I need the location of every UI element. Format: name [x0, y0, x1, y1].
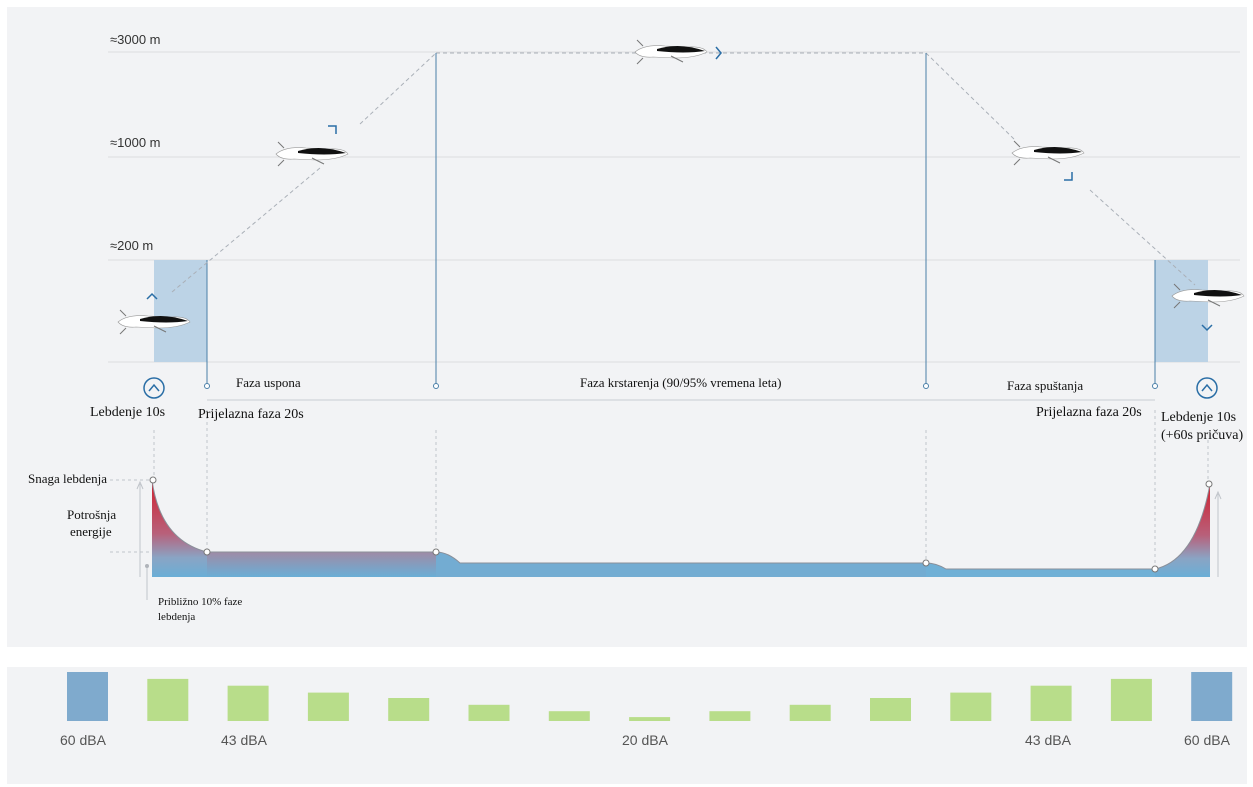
noise-bar [388, 698, 430, 721]
cruise-chevron-icon [715, 46, 722, 60]
energy-node-3 [432, 548, 440, 556]
noise-label-left-60: 60 dBA [60, 732, 106, 748]
noise-bar [147, 678, 189, 721]
noise-label-right-60: 60 dBA [1184, 732, 1230, 748]
phase-label-transition-start: Prijelazna faza 20s [198, 407, 304, 422]
noise-bar [709, 711, 751, 721]
energy-note-1: Približno 10% faze [158, 596, 243, 608]
noise-bar [1191, 672, 1233, 721]
descent-corner-icon [1064, 172, 1073, 181]
noise-bar [548, 711, 590, 721]
phase-label-cruise: Faza krstarenja (90/95% vremena leta) [580, 375, 782, 390]
noise-bar [870, 698, 911, 721]
climb-chevron-icon [146, 292, 158, 300]
phase-node-1 [204, 383, 210, 389]
altitude-label-3000: ≈3000 m [110, 32, 161, 47]
noise-bar [1030, 685, 1072, 721]
aircraft-icon-descent [1011, 140, 1085, 166]
phase-label-transition-end: Prijelazna faza 20s [1036, 405, 1142, 420]
phase-label-hover-end-reserve: (+60s pričuva) [1161, 428, 1244, 443]
energy-label-consumption-1: Potrošnja [67, 507, 117, 522]
flight-path-descent [925, 52, 1196, 286]
energy-area-climb [207, 552, 436, 577]
flight-path-climb [171, 52, 437, 293]
noise-label-right-43: 43 dBA [1025, 732, 1071, 748]
energy-label-consumption-2: energije [70, 524, 112, 539]
noise-bars [67, 672, 1233, 721]
energy-note-dot [145, 564, 149, 568]
noise-label-left-43: 43 dBA [221, 732, 267, 748]
aircraft-icon-cruise [634, 39, 708, 65]
energy-node-4 [922, 559, 930, 567]
noise-bar [789, 704, 831, 721]
noise-bar [227, 685, 269, 721]
climb-corner-icon [328, 125, 337, 134]
energy-curve [151, 479, 1211, 570]
energy-area-hover-end [1155, 484, 1210, 577]
phase-label-hover-start: Lebdenje 10s [90, 405, 166, 420]
noise-label-center-20: 20 dBA [622, 732, 668, 748]
aircraft-icon-climb [275, 141, 349, 167]
phase-label-descent: Faza spuštanja [1007, 378, 1084, 393]
energy-node-2 [203, 548, 211, 556]
noise-bar [307, 692, 349, 721]
flight-profile-panel [7, 7, 1247, 647]
energy-axis-right-arrow-icon [1214, 490, 1222, 500]
noise-bar [67, 672, 108, 721]
noise-bar [1110, 678, 1152, 721]
hover-zone-end [1155, 260, 1208, 362]
energy-axis-arrow-icon [136, 480, 144, 490]
noise-bar [629, 717, 671, 721]
phase-node-2 [433, 383, 439, 389]
energy-area-hover-start [152, 480, 207, 577]
phase-label-hover-end: Lebdenje 10s [1161, 410, 1237, 425]
noise-bar [950, 692, 992, 721]
energy-node-6 [1205, 480, 1213, 488]
altitude-label-200: ≈200 m [110, 238, 154, 253]
phase-node-3 [923, 383, 929, 389]
energy-node-1 [149, 476, 157, 484]
noise-bar [468, 704, 510, 721]
phase-node-4 [1152, 383, 1158, 389]
hover-zone-start [154, 260, 207, 362]
energy-node-5 [1151, 565, 1159, 573]
hover-up-icon [143, 377, 165, 399]
energy-area-cruise [436, 552, 926, 577]
phase-label-climb: Faza uspona [236, 375, 301, 390]
altitude-label-1000: ≈1000 m [110, 135, 161, 150]
energy-area-descent [926, 563, 1155, 577]
descent-chevron-icon [1201, 324, 1213, 332]
energy-note-2: lebdenja [158, 611, 196, 623]
hover-up-icon-end [1196, 377, 1218, 399]
energy-label-hover-power: Snaga lebdenja [28, 471, 108, 486]
